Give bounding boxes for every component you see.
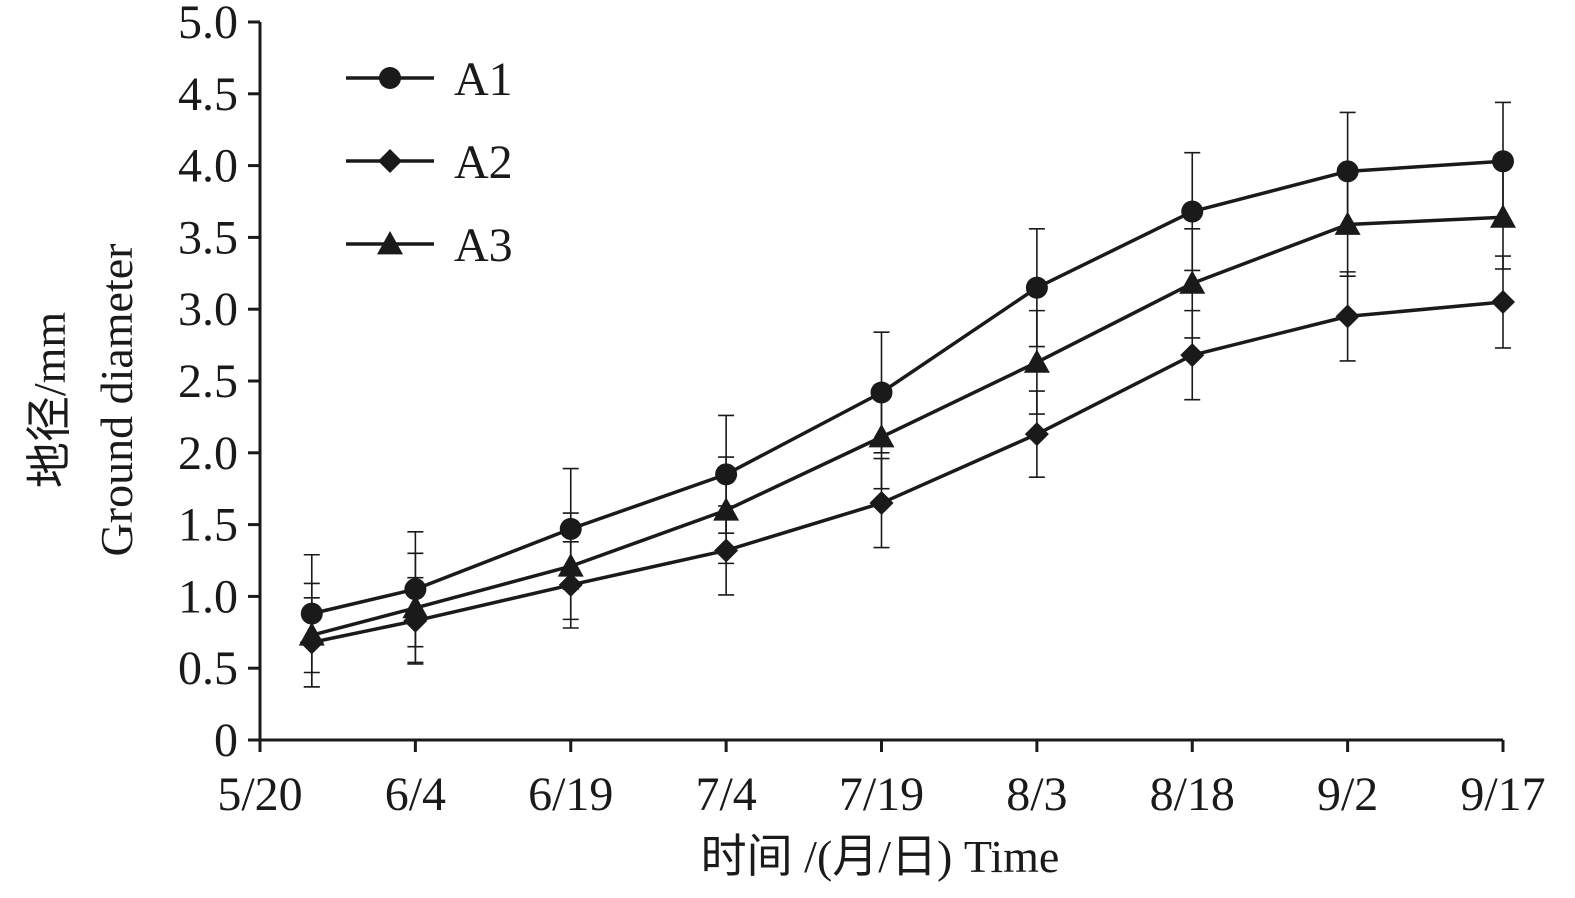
data-point [713,497,740,521]
y-tick-label: 0.5 [178,642,238,695]
data-point [1490,204,1516,228]
x-tick-label: 8/18 [1150,768,1235,821]
data-point [1179,270,1206,294]
y-tick-label: 1.0 [178,570,238,623]
y-tick-label: 4.5 [178,68,238,121]
data-point [402,594,429,619]
y-tick-label: 1.5 [178,499,238,552]
x-tick-label: 9/2 [1317,768,1378,821]
legend-item-a3: A3 [346,219,513,272]
series-a3 [298,164,1516,688]
series-line [311,215,1504,637]
x-tick-label: 7/4 [695,768,756,821]
legend-label: A1 [454,53,513,106]
legend-marker [379,67,401,89]
data-point [1335,304,1360,329]
data-point [557,553,584,577]
data-point [298,622,325,646]
series-line [311,300,1504,645]
data-point [1023,349,1050,373]
y-tick-label: 2.0 [178,427,238,480]
data-point [1024,422,1049,447]
data-point [1491,290,1515,315]
x-tick-label: 8/3 [1006,768,1067,821]
y-axis-title-line1: 地径/mm [24,312,75,489]
series-a2 [299,255,1515,688]
legend: A1 A2 A3 [346,53,513,272]
legend-item-a1: A1 [346,53,513,106]
x-tick-label: 9/17 [1460,768,1545,821]
legend-label: A2 [454,136,513,189]
x-tick-label: 6/19 [528,768,613,821]
y-tick-label: 2.5 [178,355,238,408]
data-point [1181,200,1204,223]
series-layer [298,101,1516,688]
y-tick-label: 3.0 [178,283,238,336]
legend-marker [377,231,403,255]
data-point [1025,276,1048,299]
data-point [1492,150,1514,173]
y-tick-label: 4.0 [178,140,238,193]
x-axis-title: 时间 /(月/日) Time [701,831,1060,882]
x-tick-label: 5/20 [217,768,302,821]
legend-marker [378,149,402,173]
y-tick-label: 5.0 [178,0,238,49]
data-point [1180,343,1205,368]
x-tick-label: 7/19 [839,768,924,821]
y-tick-label: 3.5 [178,211,238,264]
data-point [869,491,894,516]
data-point [868,424,895,448]
y-axis-title-line2: Ground diameter [91,244,142,557]
data-point [1336,160,1359,183]
x-tick-label: 6/4 [385,768,446,821]
legend-item-a2: A2 [346,136,513,189]
data-point [1334,211,1361,235]
axes: 0 0.5 1.0 1.5 2.0 2.5 3.0 3.5 4.0 4.5 5.0 5/20 6/4 6/… [178,0,1546,821]
y-tick-label: 0 [214,714,238,767]
legend-label: A3 [454,219,513,272]
